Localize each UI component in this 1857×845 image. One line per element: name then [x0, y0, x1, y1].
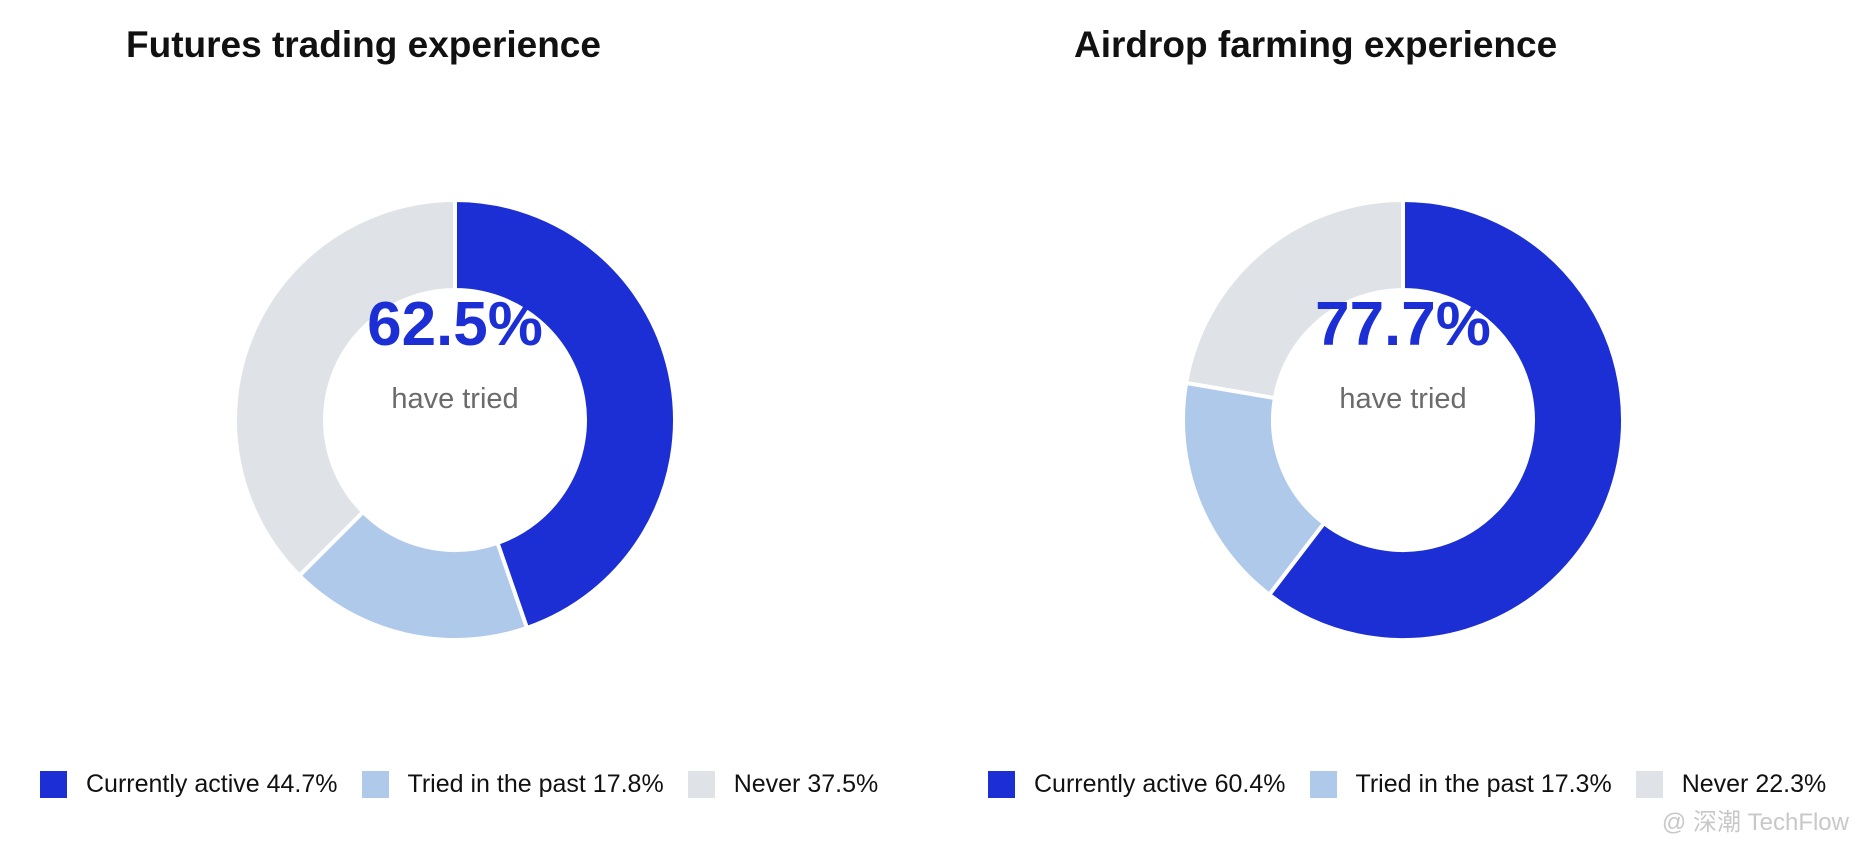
legend-label-never: Never 22.3%: [1681, 770, 1827, 798]
center-value: 77.7%: [1315, 290, 1491, 359]
donut-slice-never: [1184, 198, 1405, 401]
legend-label-currently-active: Currently active 44.7%: [86, 770, 338, 798]
donut-slice-currently-active: [1267, 198, 1625, 642]
legend-swatch-never: [687, 771, 715, 798]
donut-slice-tried-in-past: [1181, 380, 1326, 597]
center-label: have tried: [1339, 383, 1466, 415]
legend-swatch-currently-active: [40, 771, 67, 798]
center-label: have tried: [391, 383, 518, 415]
legend-item-never: Never 37.5%: [687, 770, 879, 799]
watermark: @ 深潮 TechFlow: [1661, 809, 1849, 836]
legend-item-currently-active: Currently active 44.7%: [40, 770, 338, 799]
center-value: 62.5%: [367, 290, 543, 359]
legend-label-tried-in-past: Tried in the past 17.3%: [1355, 770, 1612, 798]
chart-panel-airdrop: Airdrop farming experience 77.7% have tri…: [948, 0, 1857, 845]
donut-chart: 77.7% have tried: [1181, 198, 1625, 642]
legend: Currently active 60.4% Tried in the past…: [988, 770, 1850, 799]
chart-title: Futures trading experience: [126, 24, 601, 65]
legend-swatch-currently-active: [988, 771, 1015, 798]
legend-label-never: Never 37.5%: [733, 770, 879, 798]
legend: Currently active 44.7% Tried in the past…: [40, 770, 902, 799]
donut-slice-currently-active: [453, 198, 677, 630]
legend-item-tried-in-past: Tried in the past 17.8%: [361, 770, 664, 799]
chart-panel-futures: Futures trading experience 62.5% have tri…: [0, 0, 928, 845]
legend-item-tried-in-past: Tried in the past 17.3%: [1309, 770, 1612, 799]
legend-swatch-tried-in-past: [1309, 771, 1337, 798]
chart-title: Airdrop farming experience: [1074, 24, 1558, 65]
legend-item-currently-active: Currently active 60.4%: [988, 770, 1286, 799]
legend-label-currently-active: Currently active 60.4%: [1034, 770, 1286, 798]
legend-swatch-never: [1635, 771, 1663, 798]
legend-label-tried-in-past: Tried in the past 17.8%: [407, 770, 664, 798]
donut-slice-never: [233, 198, 457, 578]
legend-swatch-tried-in-past: [361, 771, 389, 798]
donut-chart: 62.5% have tried: [233, 198, 677, 642]
legend-item-never: Never 22.3%: [1635, 770, 1827, 799]
